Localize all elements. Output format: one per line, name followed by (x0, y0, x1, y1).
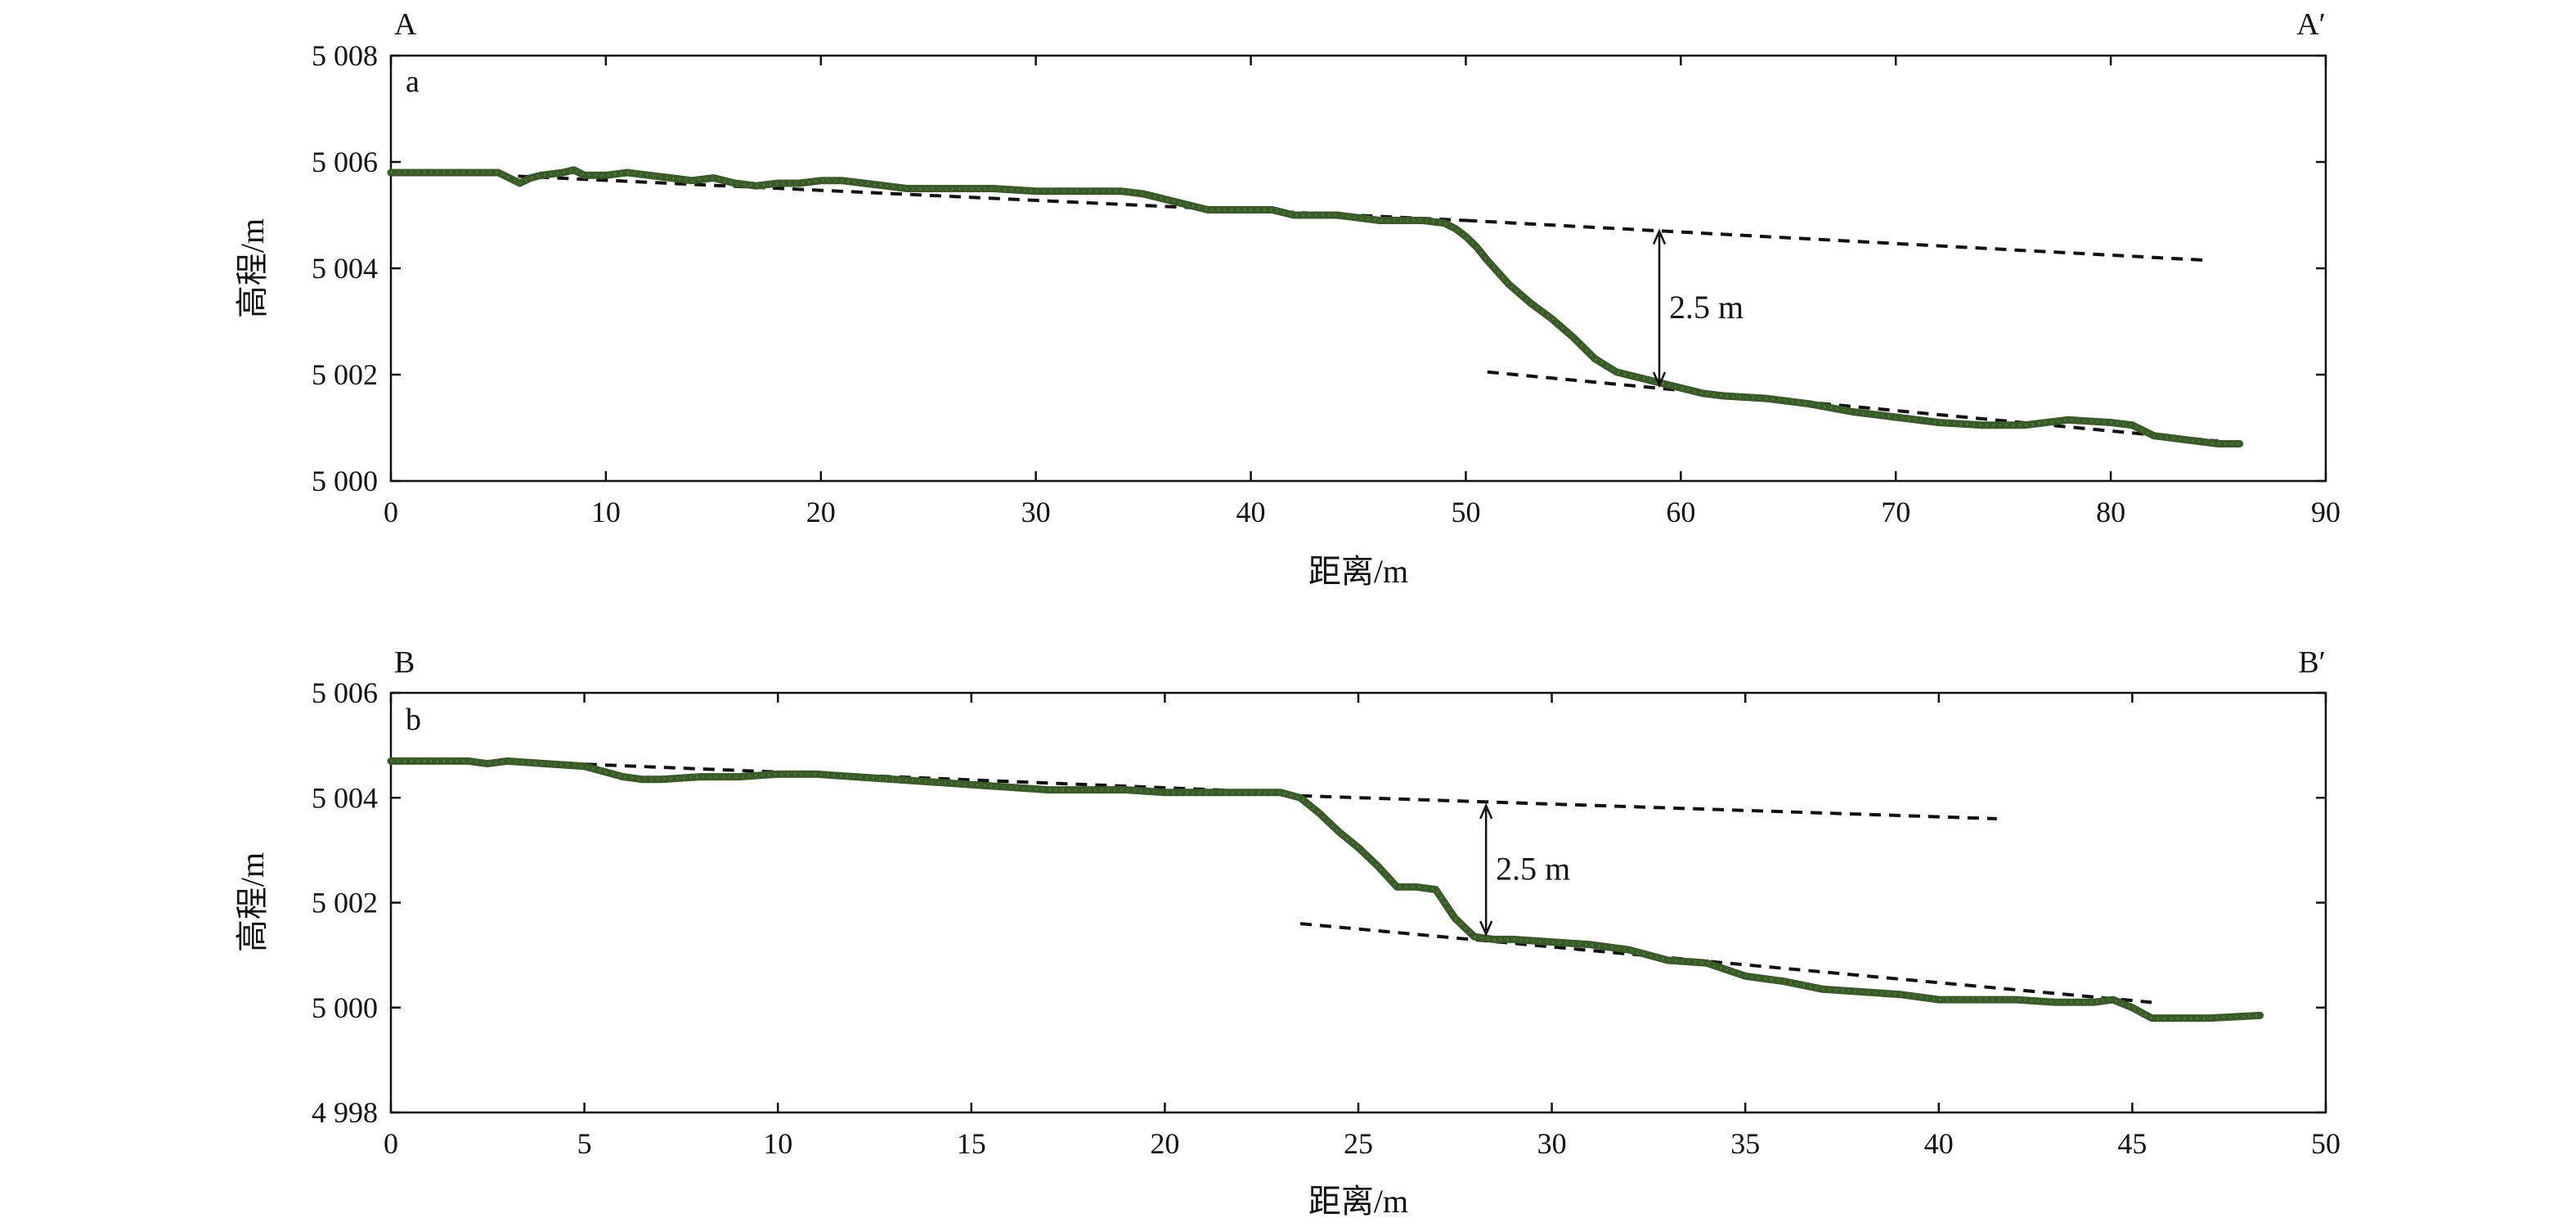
y-tick-label: 5 008 (312, 39, 378, 72)
y-axis-title-a: 高程/m (234, 218, 271, 318)
corner-label-right-b: B′ (2298, 645, 2326, 680)
y-tick-label: 5 002 (312, 358, 378, 391)
x-tick-label: 80 (2096, 496, 2125, 528)
trend-lines-b (506, 759, 2152, 1005)
x-tick-label: 40 (1236, 496, 1266, 528)
trend-line (1465, 218, 2208, 263)
series-a (387, 166, 2244, 447)
offset-annotation-a: 2.5 m (1652, 228, 1744, 389)
x-tick-label: 90 (2311, 496, 2340, 528)
corner-label-left-b: B (394, 645, 415, 680)
profile-line-texture (391, 169, 2240, 445)
corner-label-right-a: A′ (2296, 7, 2326, 42)
x-tick-label: 5 (577, 1127, 592, 1160)
trend-line (1281, 793, 1997, 820)
tick-labels-a: 0 10 20 30 40 50 60 70 80 90 5 000 5 002 5 004 5 006 5… (312, 39, 2340, 528)
x-axis-title-a: 距离/m (1308, 553, 1408, 590)
offset-label: 2.5 m (1496, 850, 1570, 887)
x-tick-label: 70 (1881, 496, 1910, 528)
tick-labels-b: 0 5 10 15 20 25 30 35 40 45 50 4 998 5 000 5 002 5 004… (312, 676, 2340, 1160)
y-tick-label: 5 006 (312, 146, 378, 178)
profile-line-texture (391, 759, 2260, 1020)
x-tick-label: 40 (1924, 1127, 1954, 1160)
trend-line (1487, 370, 2219, 443)
profile-line (387, 757, 2264, 1022)
x-tick-label: 0 (384, 1127, 398, 1160)
ticks-a (389, 54, 2327, 483)
y-tick-label: 4 998 (312, 1096, 378, 1129)
x-tick-label: 20 (1150, 1127, 1179, 1160)
y-tick-label: 5 002 (312, 887, 378, 919)
y-tick-label: 5 000 (312, 465, 378, 497)
offset-arrow-head-bottom (1652, 371, 1667, 389)
x-tick-label: 35 (1730, 1127, 1760, 1160)
x-tick-label: 0 (384, 496, 398, 528)
y-axis-title-b: 高程/m (234, 852, 271, 952)
x-axis-title-b: 距离/m (1308, 1183, 1408, 1220)
trend-line (506, 759, 1281, 794)
y-tick-label: 5 000 (312, 991, 378, 1024)
profile-line (387, 166, 2244, 447)
x-tick-label: 60 (1666, 496, 1695, 528)
x-tick-label: 45 (2117, 1127, 2147, 1160)
series-b (387, 757, 2264, 1022)
x-tick-label: 30 (1021, 496, 1051, 528)
x-tick-label: 20 (806, 496, 836, 528)
offset-arrow-head-top (1652, 228, 1667, 245)
panel-letter-b: b (406, 703, 421, 737)
ticks-b (389, 691, 2327, 1114)
y-tick-label: 5 004 (312, 252, 378, 285)
trend-line (1299, 922, 2152, 1005)
plot-frame-a (389, 54, 2327, 483)
x-tick-label: 50 (1451, 496, 1480, 528)
offset-arrow-head-bottom (1479, 920, 1493, 937)
x-tick-label: 10 (591, 496, 621, 528)
offset-annotation-b: 2.5 m (1479, 802, 1570, 937)
y-tick-label: 5 006 (312, 676, 378, 709)
x-tick-label: 30 (1537, 1127, 1567, 1160)
x-tick-label: 10 (763, 1127, 792, 1160)
x-tick-label: 15 (957, 1127, 986, 1160)
offset-label: 2.5 m (1669, 289, 1744, 326)
corner-label-left-a: A (394, 7, 417, 42)
offset-arrow-head-top (1479, 802, 1493, 820)
panel-letter-a: a (406, 65, 420, 99)
x-tick-label: 25 (1344, 1127, 1373, 1160)
x-tick-label: 50 (2311, 1127, 2340, 1160)
panel-b-chart: 0 5 10 15 20 25 30 35 40 45 50 4 998 5 000 5 002 5 004… (234, 645, 2340, 1220)
panel-a-chart: 0 10 20 30 40 50 60 70 80 90 5 000 5 002 5 004 5 006 5… (234, 7, 2340, 590)
plot-frame-b (389, 691, 2327, 1114)
y-tick-label: 5 004 (312, 781, 378, 814)
